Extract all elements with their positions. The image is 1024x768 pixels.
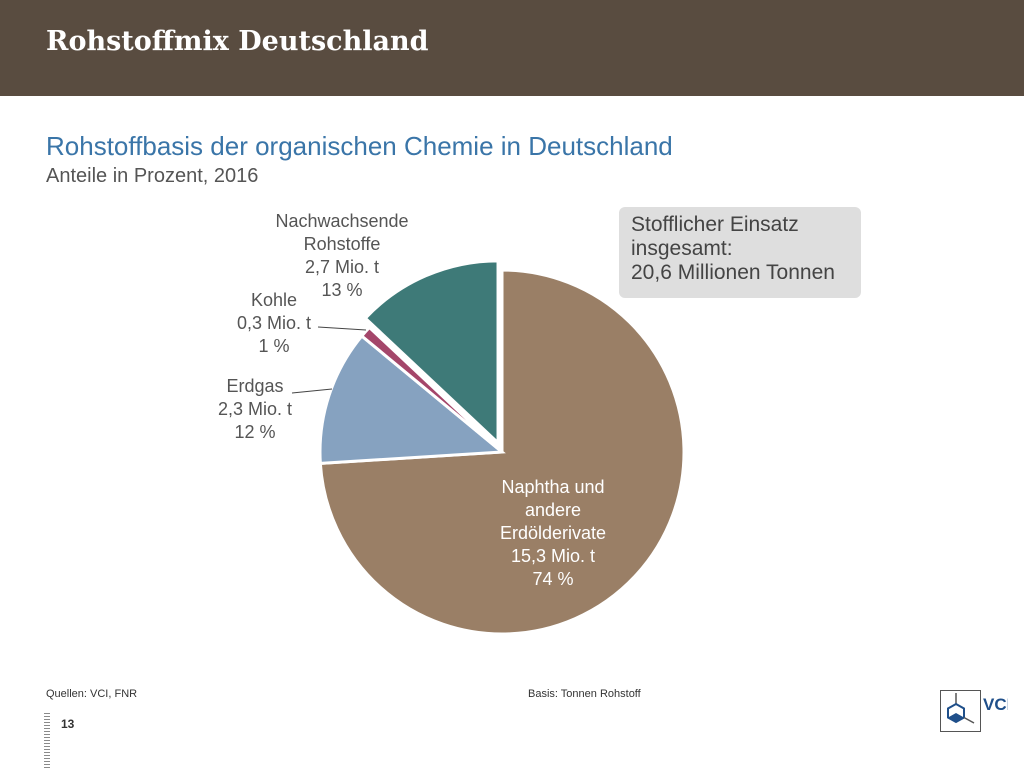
slice-label-erdgas: Erdgas 2,3 Mio. t 12 % [200, 375, 310, 444]
slice-label-line: Erdgas [226, 376, 284, 396]
info-box-line: 20,6 Millionen Tonnen [631, 261, 835, 284]
slice-label-line: Erdölderivate [499, 523, 607, 543]
slice-label-line: Nachwachsende [275, 211, 409, 231]
info-box-line: insgesamt: [631, 237, 733, 260]
slice-label-kohle: Kohle 0,3 Mio. t 1 % [222, 289, 326, 358]
footer-basis: Basis: Tonnen Rohstoff [528, 688, 641, 700]
chart-subtitle: Anteile in Prozent, 2016 [46, 165, 259, 187]
slice-label-naphtha: Naphtha und andere Erdölderivate 15,3 Mio. … [478, 476, 628, 591]
slice-label-line: Rohstoffe [303, 234, 381, 254]
slice-kohle [359, 325, 504, 454]
slice-label-line: 2,3 Mio. t [217, 399, 293, 419]
slice-label-nachwachsende: Nachwachsende Rohstoffe 2,7 Mio. t 13 % [262, 210, 422, 302]
page-number: 13 [61, 717, 75, 731]
slice-label-line: 74 % [532, 569, 574, 589]
slide-title: Rohstoffmix Deutschland [46, 26, 429, 57]
footer-sources: Quellen: VCI, FNR [46, 688, 138, 700]
slice-label-line: 2,7 Mio. t [304, 257, 380, 277]
slice-label-line: Naphtha und [501, 477, 605, 497]
header-bar: Rohstoffmix Deutschland [0, 0, 1024, 96]
slice-label-line: 12 % [234, 422, 276, 442]
total-info-box: Stofflicher Einsatz insgesamt: 20,6 Millio… [619, 207, 861, 298]
slice-label-line: Kohle [250, 290, 298, 310]
dotted-rule [44, 713, 50, 768]
info-box-line: Stofflicher Einsatz [631, 213, 799, 236]
slice-erdgas [318, 333, 506, 466]
vci-logo: VCI [940, 690, 1011, 732]
slice-label-line: andere [524, 500, 582, 520]
chart-title: Rohstoffbasis der organischen Chemie in … [46, 131, 673, 161]
slice-label-line: 15,3 Mio. t [510, 546, 596, 566]
slice-label-line: 1 % [258, 336, 290, 356]
slice-label-line: 0,3 Mio. t [236, 313, 312, 333]
slice-label-line: 13 % [321, 280, 363, 300]
logo-text: VCI [983, 695, 1008, 714]
vci-logo-icon: VCI [940, 690, 1011, 732]
